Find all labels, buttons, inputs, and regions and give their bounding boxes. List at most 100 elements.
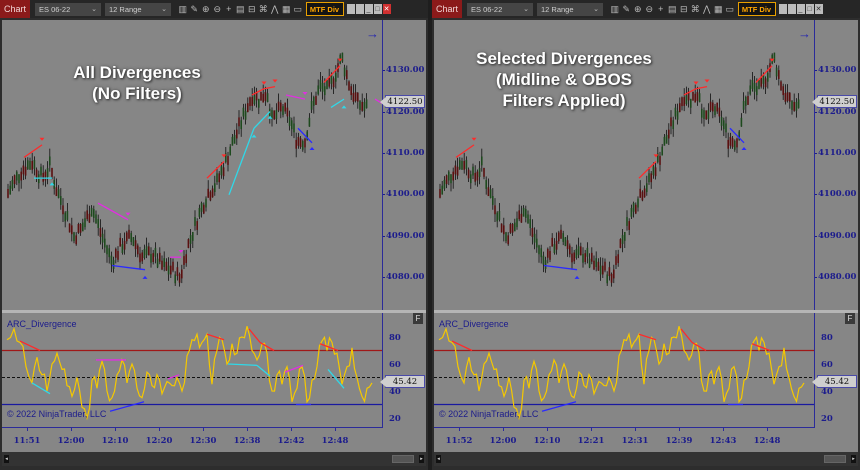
mtf-div-button[interactable]: MTF Div	[737, 2, 776, 16]
time-label: 12:48	[321, 436, 349, 446]
chart-tab[interactable]: Chart	[0, 0, 30, 18]
horizontal-scrollbar[interactable]: ◂ ▸	[434, 452, 858, 466]
window-icon[interactable]: ▭	[293, 3, 302, 14]
pencil-icon[interactable]: ✎	[190, 3, 199, 14]
scroll-to-end-arrow-icon[interactable]: →	[366, 26, 379, 41]
instrument-selector[interactable]: ES 06-22 ⌄	[467, 2, 533, 16]
panel-divider[interactable]	[2, 310, 426, 313]
calculator-icon[interactable]: ▦	[281, 3, 291, 14]
panel-divider[interactable]	[434, 310, 858, 313]
instrument-value: ES 06-22	[471, 4, 503, 14]
properties-icon[interactable]: ▤	[667, 3, 677, 14]
annotation-line: All Divergences	[73, 63, 201, 82]
period-selector[interactable]: 12 Range ⌄	[537, 2, 603, 16]
scroll-to-end-arrow-icon[interactable]: →	[798, 26, 811, 41]
time-axis[interactable]: 11:52 12:00 12:10 12:21 12:31 12:39 12:4…	[434, 428, 858, 452]
time-tick	[115, 428, 116, 431]
chart-area[interactable]: Selected Divergences (Midline & OBOS Fil…	[434, 20, 858, 452]
crosshair-icon[interactable]: +	[226, 4, 232, 14]
price-label: 4100.00	[814, 189, 857, 199]
templates-icon[interactable]: ⊟	[247, 3, 256, 14]
minimize-icon[interactable]: _	[364, 4, 373, 14]
zoom-out-icon[interactable]: ⊖	[645, 3, 654, 14]
annotation-line: Filters Applied)	[502, 91, 626, 110]
templates-icon[interactable]: ⊟	[679, 3, 688, 14]
osc-label: 80	[821, 333, 833, 343]
osc-label: 20	[389, 414, 401, 424]
chart-tab[interactable]: Chart	[432, 0, 462, 18]
calculator-icon[interactable]: ▦	[713, 3, 723, 14]
time-tick	[291, 428, 292, 431]
chart-toolbar: Chart ES 06-22 ⌄ 12 Range ⌄ ▥ ✎ ⊕ ⊖ + ▤ ⊟ …	[0, 0, 428, 18]
time-tick	[547, 428, 548, 431]
oscillator-plot[interactable]	[2, 313, 382, 428]
data-box-icon[interactable]: ⌘	[258, 3, 268, 14]
window-icon[interactable]: ▭	[725, 3, 734, 14]
data-box-icon[interactable]: ⌘	[690, 3, 700, 14]
zoom-out-icon[interactable]: ⊖	[213, 3, 222, 14]
price-label: 4090.00	[814, 231, 857, 241]
zoom-in-icon[interactable]: ⊕	[201, 3, 210, 14]
chart-window-left: Chart ES 06-22 ⌄ 12 Range ⌄ ▥ ✎ ⊕ ⊖ + ▤ ⊟ …	[0, 0, 428, 470]
price-axis[interactable]: 4130.00 4120.00 4110.00 4100.00 4090.00 …	[380, 20, 426, 310]
bar-style-icon[interactable]: ▥	[178, 3, 187, 14]
f-button[interactable]: F	[413, 313, 423, 324]
f-button[interactable]: F	[845, 313, 855, 324]
minimize-icon[interactable]: _	[796, 4, 805, 14]
zoom-in-icon[interactable]: ⊕	[633, 3, 642, 14]
oscillator-panel[interactable]: ARC_Divergence © 2022 NinjaTrader, LLC 8…	[2, 313, 426, 428]
current-price-marker: 4122.50	[380, 95, 425, 108]
bar-style-icon[interactable]: ▥	[610, 3, 619, 14]
price-label: 4110.00	[382, 148, 425, 158]
tile-icon[interactable]	[787, 4, 796, 14]
period-selector[interactable]: 12 Range ⌄	[105, 2, 171, 16]
price-label: 4120.00	[382, 107, 425, 117]
maximize-icon[interactable]: □	[373, 4, 382, 14]
price-plot[interactable]	[434, 20, 814, 310]
tile-icon[interactable]	[346, 4, 355, 14]
crosshair-icon[interactable]: +	[658, 4, 664, 14]
price-plot[interactable]	[2, 20, 382, 310]
scroll-left-icon[interactable]: ◂	[4, 455, 9, 463]
current-value-marker: 45.42	[380, 375, 425, 388]
close-icon[interactable]: ✕	[382, 4, 391, 14]
properties-icon[interactable]: ▤	[235, 3, 245, 14]
oscillator-axis[interactable]: 80 60 40 20 45.42 F	[812, 313, 858, 428]
oscillator-axis[interactable]: 80 60 40 20 45.42 F	[380, 313, 426, 428]
price-panel[interactable]: Selected Divergences (Midline & OBOS Fil…	[434, 20, 858, 310]
tile-icon[interactable]	[355, 4, 364, 14]
time-label: 12:42	[277, 436, 305, 446]
horizontal-scrollbar[interactable]: ◂ ▸	[2, 452, 426, 466]
price-label: 4110.00	[814, 148, 857, 158]
price-panel[interactable]: All Divergences (No Filters) → 4130.00 4…	[2, 20, 426, 310]
toolbar-icons: ▥ ✎ ⊕ ⊖ + ▤ ⊟ ⌘ ⋀ ▦ ▭	[609, 2, 736, 16]
oscillator-plot[interactable]	[434, 313, 814, 428]
scrollbar-thumb[interactable]	[392, 455, 414, 463]
time-tick	[635, 428, 636, 431]
time-tick	[247, 428, 248, 431]
instrument-selector[interactable]: ES 06-22 ⌄	[35, 2, 101, 16]
time-label: 12:00	[489, 436, 517, 446]
time-axis[interactable]: 11:51 12:00 12:10 12:20 12:30 12:38 12:4…	[2, 428, 426, 452]
scroll-right-icon[interactable]: ▸	[419, 455, 424, 463]
time-label: 12:39	[665, 436, 693, 446]
time-tick	[723, 428, 724, 431]
tile-icon[interactable]	[778, 4, 787, 14]
price-label: 4080.00	[382, 272, 425, 282]
maximize-icon[interactable]: □	[805, 4, 814, 14]
scroll-left-icon[interactable]: ◂	[436, 455, 441, 463]
oscillator-panel[interactable]: ARC_Divergence © 2022 NinjaTrader, LLC 8…	[434, 313, 858, 428]
close-icon[interactable]: ✕	[814, 4, 823, 14]
price-axis[interactable]: 4130.00 4120.00 4110.00 4100.00 4090.00 …	[812, 20, 858, 310]
scrollbar-thumb[interactable]	[824, 455, 846, 463]
chevron-down-icon: ⌄	[523, 6, 529, 13]
mtf-div-button[interactable]: MTF Div	[305, 2, 344, 16]
strategy-icon[interactable]: ⋀	[271, 3, 279, 14]
price-label: 4100.00	[382, 189, 425, 199]
pencil-icon[interactable]: ✎	[622, 3, 631, 14]
strategy-icon[interactable]: ⋀	[703, 3, 711, 14]
chart-area[interactable]: All Divergences (No Filters) → 4130.00 4…	[2, 20, 426, 452]
scroll-right-icon[interactable]: ▸	[851, 455, 856, 463]
time-label: 12:38	[233, 436, 261, 446]
osc-label: 80	[389, 333, 401, 343]
